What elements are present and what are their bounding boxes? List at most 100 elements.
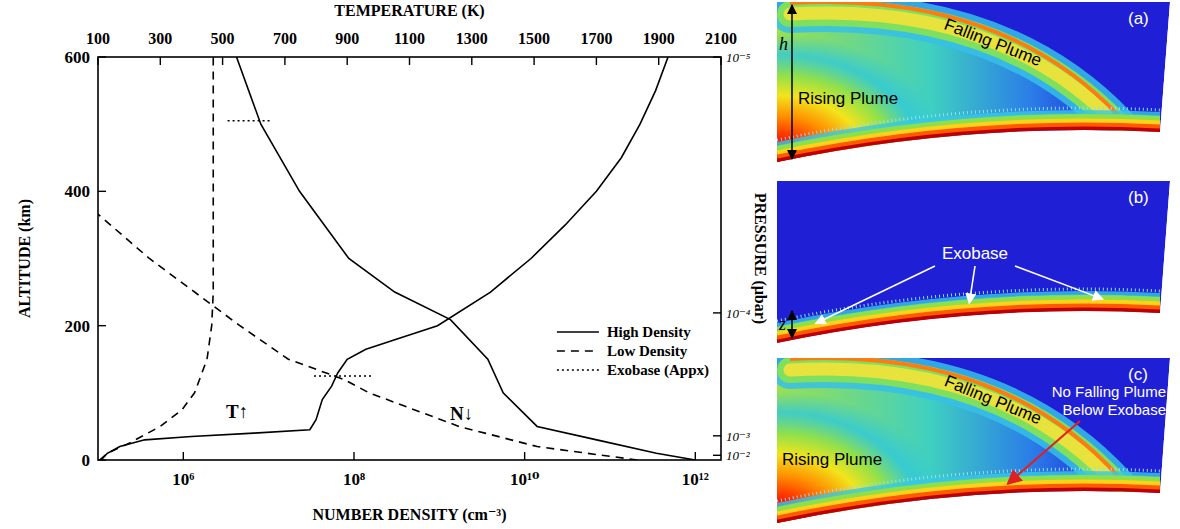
annotation: T↑ xyxy=(226,401,248,422)
panel: (b) z Exobase xyxy=(777,181,1170,343)
x-tick-label: 10¹⁰ xyxy=(510,470,540,489)
y-tick xyxy=(98,191,106,192)
falling-plume xyxy=(790,13,1118,126)
legend-label: High Density xyxy=(607,324,691,340)
figure: 10⁶10⁸10¹⁰10¹²10030050070090011001300150… xyxy=(0,0,1180,529)
simulation-image xyxy=(777,181,1170,343)
series-line xyxy=(98,214,637,460)
falling-plume-edge xyxy=(790,2,1118,115)
falling-plume-label: Falling Plume xyxy=(942,371,1044,428)
legend-label: Low Density xyxy=(607,343,688,359)
y-tick-label: 400 xyxy=(65,182,91,201)
y2-tick xyxy=(713,455,721,456)
series-line xyxy=(101,57,668,460)
x2-axis-title: TEMPERATURE (K) xyxy=(334,2,484,20)
x2-tick xyxy=(471,57,472,65)
legend: High Density Low Density Exobase (Appx) xyxy=(557,324,709,379)
y2-tick-label: 10⁻⁵ xyxy=(726,50,751,65)
surface-layer xyxy=(777,293,1160,325)
x-tick xyxy=(183,452,184,460)
y2-tick-label: 10⁻² xyxy=(726,448,751,463)
x2-tick xyxy=(658,57,659,65)
x2-tick-label: 2100 xyxy=(705,30,737,47)
x2-tick-label: 1700 xyxy=(580,30,612,47)
x-tick-label: 10⁶ xyxy=(172,470,194,489)
rising-plume-label: Rising Plume xyxy=(798,89,898,108)
x-tick-label: 10⁸ xyxy=(343,470,365,489)
annotation: N↓ xyxy=(450,403,473,424)
note-arrow xyxy=(1008,421,1080,484)
exobase-label: Exobase xyxy=(942,244,1008,263)
y2-axis-title: PRESSURE (μbar) xyxy=(751,193,769,324)
exobase-arrow xyxy=(1015,266,1103,299)
x2-tick-label: 700 xyxy=(273,30,297,47)
x-tick xyxy=(695,452,696,460)
surface-layer xyxy=(777,112,1160,144)
panel-label: (c) xyxy=(1128,365,1148,384)
series-line xyxy=(100,57,214,460)
x2-tick-label: 100 xyxy=(86,30,110,47)
x2-tick xyxy=(596,57,597,65)
y2-tick-label: 10⁻³ xyxy=(726,429,751,444)
x2-tick-label: 1300 xyxy=(456,30,488,47)
exobase-speckle xyxy=(777,289,1160,321)
y-tick xyxy=(98,325,106,326)
x2-tick xyxy=(97,57,98,65)
x-axis-title: NUMBER DENSITY (cm⁻³) xyxy=(313,506,507,524)
y2-tick xyxy=(713,312,721,313)
dimension-label: h xyxy=(779,34,788,54)
y-tick xyxy=(98,56,106,57)
panel-label: (a) xyxy=(1128,9,1149,28)
x-tick xyxy=(353,452,354,460)
curves xyxy=(98,57,695,460)
x2-tick xyxy=(222,57,223,65)
surface-layer xyxy=(777,473,1160,505)
x2-tick xyxy=(284,57,285,65)
x2-tick-label: 300 xyxy=(148,30,172,47)
falling-plume-label: Falling Plume xyxy=(942,15,1045,70)
x2-tick xyxy=(347,57,348,65)
x2-tick-label: 500 xyxy=(211,30,235,47)
legend-swatch xyxy=(557,350,599,352)
y2-tick xyxy=(713,56,721,57)
legend-swatch xyxy=(557,331,599,333)
panel-background xyxy=(777,181,1170,343)
x2-tick xyxy=(533,57,534,65)
plot-frame xyxy=(98,57,721,460)
axes: 10⁶10⁸10¹⁰10¹²10030050070090011001300150… xyxy=(16,2,769,524)
x2-tick xyxy=(720,57,721,65)
exobase-arrow xyxy=(969,266,975,304)
legend-label: Exobase (Appx) xyxy=(607,362,709,379)
falling-plume xyxy=(790,13,1118,126)
x2-tick-label: 1100 xyxy=(394,30,425,47)
series-line xyxy=(228,121,372,376)
x2-tick xyxy=(409,57,410,65)
legend-swatch xyxy=(557,369,599,371)
x2-tick xyxy=(160,57,161,65)
y-tick-label: 200 xyxy=(65,317,91,336)
falling-plume xyxy=(790,13,1118,126)
dimension-label: z xyxy=(778,314,786,334)
dimension-arrow xyxy=(791,311,793,338)
dimension-arrow xyxy=(791,5,793,159)
x2-tick-label: 1500 xyxy=(518,30,550,47)
y-tick-label: 0 xyxy=(82,451,91,470)
note-line: Below Exobase xyxy=(1063,401,1166,418)
y-axis-title: ALTITUDE (km) xyxy=(16,199,34,318)
y2-tick xyxy=(713,435,721,436)
x2-tick-label: 1900 xyxy=(643,30,675,47)
x-tick xyxy=(524,452,525,460)
panel: (c)Rising PlumeFalling PlumeNo Falling P… xyxy=(602,358,1170,529)
x-tick-label: 10¹² xyxy=(682,470,709,489)
y-tick-label: 600 xyxy=(65,48,91,67)
exobase-speckle xyxy=(777,469,1160,501)
exobase-speckle xyxy=(777,108,1160,140)
note-line: No Falling Plume xyxy=(1052,383,1166,400)
note-label: No Falling PlumeBelow Exobase xyxy=(1052,383,1166,418)
exobase-arrow xyxy=(816,266,935,324)
y2-tick-label: 10⁻⁴ xyxy=(726,306,751,321)
rising-plume-label: Rising Plume xyxy=(782,450,882,469)
series-line xyxy=(237,57,696,460)
simulation-image xyxy=(602,358,1170,529)
panel-label: (b) xyxy=(1128,188,1149,207)
